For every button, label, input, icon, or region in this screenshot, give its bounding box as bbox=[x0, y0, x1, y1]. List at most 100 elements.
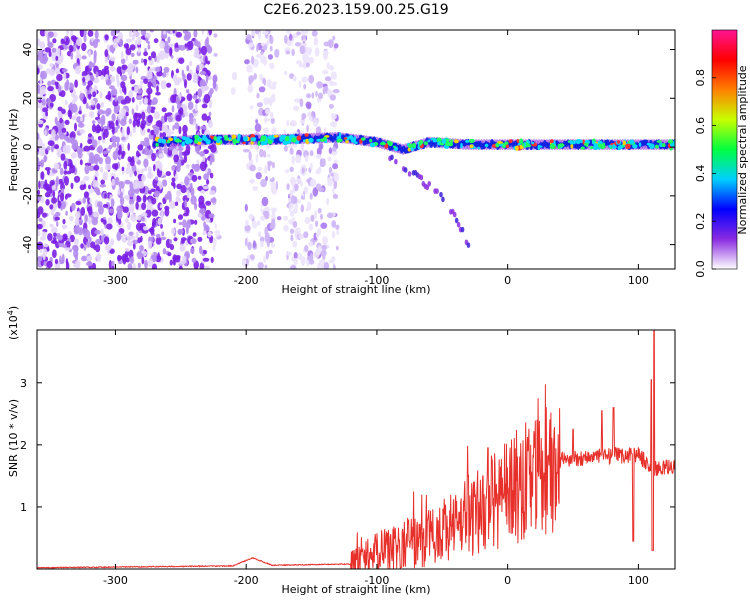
heatmap-noise-cell bbox=[251, 55, 255, 65]
heatmap-noise-cell bbox=[97, 109, 104, 115]
heatmap-noise-cell bbox=[214, 223, 217, 229]
branch-cell bbox=[460, 226, 465, 233]
heatmap-noise-cell bbox=[39, 248, 43, 254]
heatmap-noise-cell bbox=[83, 176, 90, 181]
heatmap-noise-cell bbox=[251, 30, 256, 37]
heatmap-noise-cell bbox=[169, 259, 173, 266]
heatmap-noise-cell bbox=[86, 241, 91, 248]
heatmap-noise-cell bbox=[257, 166, 263, 172]
ridge-hot-cell bbox=[296, 135, 302, 141]
heatmap-noise-cell bbox=[176, 189, 182, 197]
heatmap-noise-cell bbox=[116, 73, 120, 83]
heatmap-noise-cell bbox=[163, 30, 167, 35]
heatmap-noise-cell bbox=[271, 162, 275, 169]
x-tick-label: 0 bbox=[504, 574, 511, 587]
heatmap-noise-cell bbox=[196, 64, 200, 71]
ridge-hot-cell bbox=[667, 139, 674, 144]
heatmap-noise-cell bbox=[84, 88, 88, 93]
ridge-hot-cell bbox=[168, 137, 174, 142]
heatmap-noise-cell bbox=[255, 53, 262, 59]
heatmap-noise-cell bbox=[271, 218, 276, 223]
heatmap-noise-cell bbox=[304, 245, 309, 252]
heatmap-noise-cell bbox=[200, 45, 208, 56]
branch-cell bbox=[435, 188, 439, 194]
heatmap-noise-cell bbox=[89, 189, 94, 194]
heatmap-noise-cell bbox=[315, 248, 322, 256]
heatmap-noise-cell bbox=[300, 142, 305, 153]
branch-cell bbox=[466, 242, 471, 248]
heatmap-noise-cell bbox=[70, 182, 74, 189]
heatmap-noise-cell bbox=[62, 144, 69, 155]
heatmap-noise-cell bbox=[184, 176, 190, 186]
heatmap-noise-cell bbox=[171, 105, 175, 113]
heatmap-noise-cell bbox=[61, 253, 65, 264]
heatmap-noise-cell bbox=[155, 120, 163, 127]
heatmap-noise-cell bbox=[302, 53, 309, 63]
heatmap-noise-cell bbox=[199, 207, 206, 215]
heatmap-noise-cell bbox=[146, 202, 152, 210]
heatmap-noise-cell bbox=[125, 112, 129, 117]
heatmap-noise-cell bbox=[201, 129, 205, 135]
heatmap-noise-cell bbox=[45, 111, 48, 117]
heatmap-noise-cell bbox=[336, 229, 339, 235]
heatmap-noise-cell bbox=[267, 160, 273, 166]
ridge-hot-cell bbox=[370, 142, 375, 148]
heatmap-noise-cell bbox=[87, 30, 94, 37]
heatmap-noise-cell bbox=[121, 64, 128, 71]
ridge-hot-cell bbox=[671, 142, 675, 146]
x-tick-label: -100 bbox=[364, 274, 389, 287]
heatmap-noise-cell bbox=[129, 30, 132, 38]
branch-cell bbox=[403, 167, 408, 173]
heatmap-noise-cell bbox=[155, 255, 162, 263]
heatmap-noise-cell bbox=[41, 220, 46, 226]
heatmap-noise-cell bbox=[174, 201, 179, 206]
heatmap-noise-cell bbox=[160, 236, 167, 241]
ridge-hot-cell bbox=[549, 143, 556, 150]
heatmap-noise-cell bbox=[175, 195, 180, 203]
heatmap-noise-cell bbox=[122, 206, 129, 213]
heatmap-noise-cell bbox=[130, 213, 137, 222]
ridge-hot-cell bbox=[432, 139, 438, 143]
heatmap-noise-cell bbox=[47, 80, 52, 87]
heatmap-noise-cell bbox=[322, 86, 326, 95]
heatmap-noise-cell bbox=[89, 198, 92, 203]
ridge-hot-cell bbox=[198, 138, 202, 141]
heatmap-noise-cell bbox=[314, 47, 320, 57]
heatmap-noise-cell bbox=[259, 73, 264, 81]
heatmap-noise-cell bbox=[272, 176, 275, 182]
heatmap-noise-cell bbox=[194, 145, 200, 154]
spectrogram-y-axis: -40 -20 0 20 40 bbox=[21, 43, 675, 254]
heatmap-noise-cell bbox=[60, 153, 66, 161]
heatmap-noise-cell bbox=[212, 245, 216, 252]
heatmap-noise-cell bbox=[297, 199, 301, 204]
ridge-hot-cell bbox=[656, 140, 662, 143]
heatmap-noise-cell bbox=[178, 57, 185, 64]
heatmap-noise-cell bbox=[41, 98, 46, 106]
ridge-hot-cell bbox=[648, 143, 652, 146]
heatmap-noise-cell bbox=[99, 183, 107, 188]
heatmap-noise-cell bbox=[201, 113, 208, 121]
heatmap-noise-cell bbox=[128, 118, 132, 125]
heatmap-noise-cell bbox=[142, 226, 149, 231]
heatmap-noise-cell bbox=[116, 205, 123, 213]
heatmap-noise-cell bbox=[60, 38, 65, 44]
heatmap-noise-cell bbox=[301, 261, 305, 266]
heatmap-noise-cell bbox=[37, 241, 44, 251]
ridge-hot-cell bbox=[468, 138, 475, 144]
heatmap-noise-cell bbox=[115, 119, 119, 127]
heatmap-noise-cell bbox=[39, 77, 43, 87]
heatmap-noise-cell bbox=[75, 200, 82, 206]
heatmap-noise-cell bbox=[206, 44, 211, 52]
heatmap-noise-cell bbox=[312, 117, 319, 127]
ridge-hot-cell bbox=[155, 142, 159, 147]
heatmap-noise-cell bbox=[187, 101, 194, 110]
heatmap-noise-cell bbox=[264, 165, 268, 174]
heatmap-noise-cell bbox=[287, 144, 293, 149]
heatmap-noise-cell bbox=[74, 79, 78, 88]
heatmap-noise-cell bbox=[96, 253, 102, 262]
ridge-hot-cell bbox=[243, 136, 248, 142]
ridge-hot-cell bbox=[519, 138, 524, 144]
heatmap-noise-cell bbox=[173, 154, 180, 163]
heatmap-noise-cell bbox=[171, 130, 174, 135]
ridge-hot-cell bbox=[612, 145, 617, 149]
